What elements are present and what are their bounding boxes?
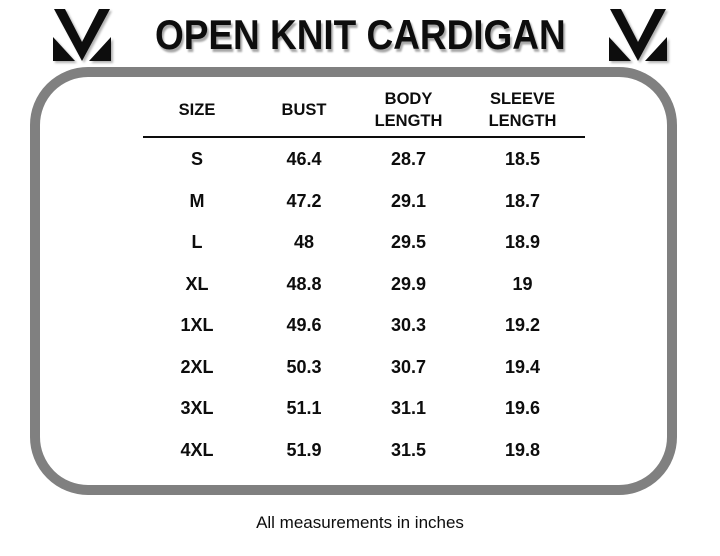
bust-cell: 49.6: [286, 315, 322, 336]
sleeve-length-cell: 18.5: [504, 149, 541, 170]
size-cell: M: [189, 190, 205, 211]
sleeve-length-cell: 18.9: [504, 232, 541, 253]
body-length-cell: 29.9: [390, 273, 427, 294]
bust-cell: 47.2: [286, 190, 322, 211]
page-title: OPEN KNIT CARDIGAN: [154, 11, 566, 58]
body-length-cell: 31.5: [390, 439, 427, 460]
column-header-bust: BUST: [281, 100, 327, 119]
size-chart-frame: SIZE BUST BODY LENGTH SLEEVE LENGTH S 46…: [30, 67, 677, 495]
size-cell: 3XL: [180, 398, 214, 419]
bust-cell: 48.8: [286, 273, 322, 294]
table-row: 4XL 51.9 31.5 19.8: [143, 430, 585, 472]
brand-logo-left-icon: [50, 7, 114, 63]
sleeve-length-cell: 19: [512, 273, 533, 294]
size-cell: L: [191, 232, 203, 253]
header: OPEN KNIT CARDIGAN: [0, 4, 720, 66]
body-length-cell: 30.7: [390, 356, 427, 377]
bust-cell: 46.4: [286, 149, 322, 170]
size-cell: XL: [185, 273, 209, 294]
column-header-body-length: BODY LENGTH: [374, 90, 443, 130]
size-cell: 2XL: [180, 356, 214, 377]
table-row: L 48 29.5 18.9: [143, 222, 585, 264]
sleeve-length-cell: 18.7: [504, 190, 541, 211]
size-cell: 4XL: [180, 439, 214, 460]
brand-logo-right-icon: [606, 7, 670, 63]
bust-cell: 51.1: [286, 398, 322, 419]
sleeve-length-cell: 19.6: [504, 398, 541, 419]
body-length-cell: 31.1: [390, 398, 427, 419]
column-header-sleeve-length: SLEEVE LENGTH: [488, 90, 557, 130]
table-row: 3XL 51.1 31.1 19.6: [143, 388, 585, 430]
body-length-cell: 28.7: [390, 149, 427, 170]
size-cell: 1XL: [180, 315, 214, 336]
sleeve-length-cell: 19.4: [504, 356, 541, 377]
bust-cell: 51.9: [286, 439, 322, 460]
body-length-cell: 30.3: [390, 315, 427, 336]
body-length-cell: 29.1: [390, 190, 427, 211]
bust-cell: 48: [293, 232, 315, 253]
column-header-size: SIZE: [178, 100, 216, 119]
size-cell: S: [190, 149, 203, 170]
size-table: SIZE BUST BODY LENGTH SLEEVE LENGTH S 46…: [143, 88, 585, 471]
table-row: S 46.4 28.7 18.5: [143, 139, 585, 181]
table-row: M 47.2 29.1 18.7: [143, 181, 585, 223]
body-length-cell: 29.5: [390, 232, 427, 253]
table-row: 1XL 49.6 30.3 19.2: [143, 305, 585, 347]
bust-cell: 50.3: [286, 356, 322, 377]
sleeve-length-cell: 19.2: [504, 315, 541, 336]
sleeve-length-cell: 19.8: [504, 439, 541, 460]
header-divider: [143, 136, 585, 138]
measurements-note: All measurements in inches: [256, 513, 464, 532]
table-row: 2XL 50.3 30.7 19.4: [143, 347, 585, 389]
table-row: XL 48.8 29.9 19: [143, 264, 585, 306]
table-body: S 46.4 28.7 18.5 M 47.2 29.1 18.7 L 48 2…: [143, 139, 585, 471]
table-header-row: SIZE BUST BODY LENGTH SLEEVE LENGTH: [143, 88, 585, 133]
